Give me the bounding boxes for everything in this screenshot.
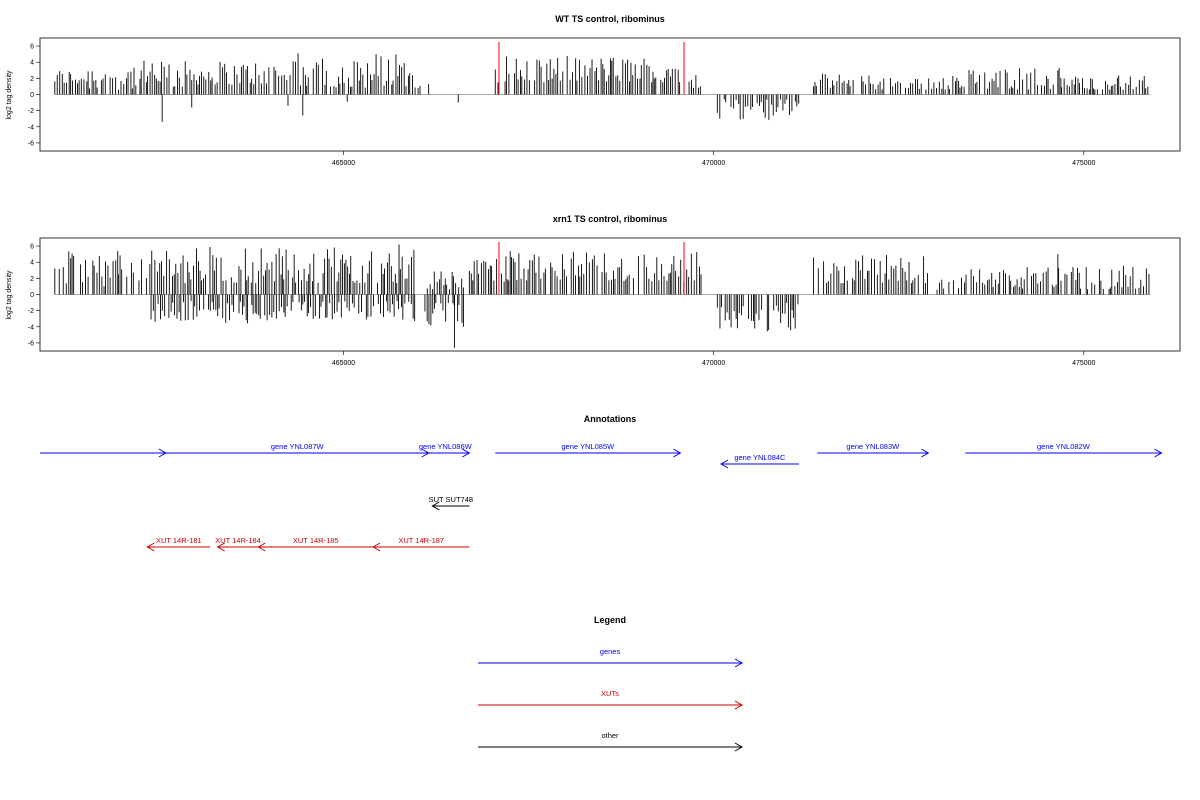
xrn1-y-axis-label: log2 tag density [6, 270, 13, 320]
arrowhead-icon [462, 448, 471, 458]
feature-label: XUT 14R-184 [215, 536, 261, 545]
x-tick-label: 465000 [332, 160, 355, 167]
feature-label: SUT SUT748 [429, 495, 473, 504]
feature-label: XUT 14R-181 [156, 536, 202, 545]
y-tick-label: -2 [28, 108, 34, 115]
arrowhead-icon [431, 501, 440, 511]
legend-item: other [478, 731, 744, 752]
y-tick-label: 0 [30, 92, 34, 99]
y-tick-label: 0 [30, 292, 34, 299]
arrowhead-icon [734, 700, 744, 710]
wt-track-panel: WT TS control, ribominus log2 tag densit… [6, 14, 1181, 167]
annotation-feature: gene YNL086W [419, 442, 473, 458]
xrn1-bars [54, 244, 1151, 348]
xrn1-y-axis: 6 4 2 0 -2 -4 -6 [28, 244, 40, 347]
y-tick-label: -4 [28, 324, 34, 331]
legend-label: XUTs [601, 689, 619, 698]
annotation-feature: XUT 14R-185 [257, 536, 374, 552]
annotation-feature: XUT 14R-181 [146, 536, 211, 552]
x-tick-label: 465000 [332, 360, 355, 367]
legend-panel: Legend genes XUTs other [478, 615, 744, 752]
feature-label: gene YNL084C [734, 453, 786, 462]
annotation-feature: gene YNL082W [965, 442, 1163, 458]
y-tick-label: -6 [28, 140, 34, 147]
xrn1-x-axis: 465000 470000 475000 [332, 351, 1096, 367]
feature-label: gene YNL086W [419, 442, 473, 451]
arrowhead-icon [1154, 448, 1163, 458]
wt-markers [498, 42, 685, 95]
legend-items: genes XUTs other [478, 647, 744, 752]
arrowhead-icon [216, 542, 225, 552]
y-tick-label: 2 [30, 76, 34, 83]
y-tick-label: 4 [30, 60, 34, 67]
arrowhead-icon [257, 542, 266, 552]
y-tick-label: -4 [28, 124, 34, 131]
legend-label: genes [600, 647, 621, 656]
x-tick-label: 475000 [1072, 160, 1095, 167]
arrowhead-icon [734, 742, 744, 752]
feature-label: XUT 14R-187 [398, 536, 444, 545]
arrowhead-icon [921, 448, 930, 458]
annotation-feature: XUT 14R-187 [372, 536, 470, 552]
annotations-title: Annotations [584, 414, 637, 424]
feature-label: gene YNL082W [1037, 442, 1091, 451]
legend-label: other [601, 731, 619, 740]
legend-item: XUTs [478, 689, 744, 710]
xrn1-markers [498, 242, 685, 295]
arrowhead-icon [734, 658, 744, 668]
y-tick-label: -2 [28, 308, 34, 315]
arrowhead-icon [720, 459, 729, 469]
y-tick-label: 4 [30, 260, 34, 267]
x-tick-label: 475000 [1072, 360, 1095, 367]
arrowhead-icon [146, 542, 155, 552]
wt-y-axis-label: log2 tag density [6, 70, 13, 120]
annotation-feature: gene YNL084C [720, 453, 799, 469]
wt-x-axis: 465000 470000 475000 [332, 151, 1096, 167]
annotation-feature: SUT SUT748 [429, 495, 473, 511]
xrn1-track-title: xrn1 TS control, ribominus [553, 214, 668, 224]
x-tick-label: 470000 [702, 360, 725, 367]
wt-track-title: WT TS control, ribominus [555, 14, 665, 24]
annotation-feature: XUT 14R-184 [215, 536, 261, 552]
annotation-feature: gene YNL085W [495, 442, 682, 458]
legend-title: Legend [594, 615, 626, 625]
feature-label: gene YNL085W [561, 442, 615, 451]
annotations-panel: Annotations gene YNL087W gene YNL086W gene… [40, 414, 1163, 552]
annotation-feature: gene YNL083W [817, 442, 930, 458]
feature-label: XUT 14R-185 [293, 536, 339, 545]
wt-bars [54, 53, 1151, 122]
y-tick-label: 2 [30, 276, 34, 283]
arrowhead-icon [673, 448, 682, 458]
annotation-features: gene YNL087W gene YNL086W gene YNL085W gene… [40, 442, 1163, 552]
feature-label: gene YNL087W [271, 442, 325, 451]
y-tick-label: 6 [30, 44, 34, 51]
feature-label: gene YNL083W [846, 442, 900, 451]
y-tick-label: -6 [28, 340, 34, 347]
xrn1-track-panel: xrn1 TS control, ribominus log2 tag dens… [6, 214, 1181, 367]
legend-item: genes [478, 647, 744, 668]
y-tick-label: 6 [30, 244, 34, 251]
annotation-feature [40, 448, 167, 458]
annotation-feature: gene YNL087W [165, 442, 430, 458]
arrowhead-icon [372, 542, 381, 552]
x-tick-label: 470000 [702, 160, 725, 167]
wt-y-axis: 6 4 2 0 -2 -4 -6 [28, 44, 40, 147]
